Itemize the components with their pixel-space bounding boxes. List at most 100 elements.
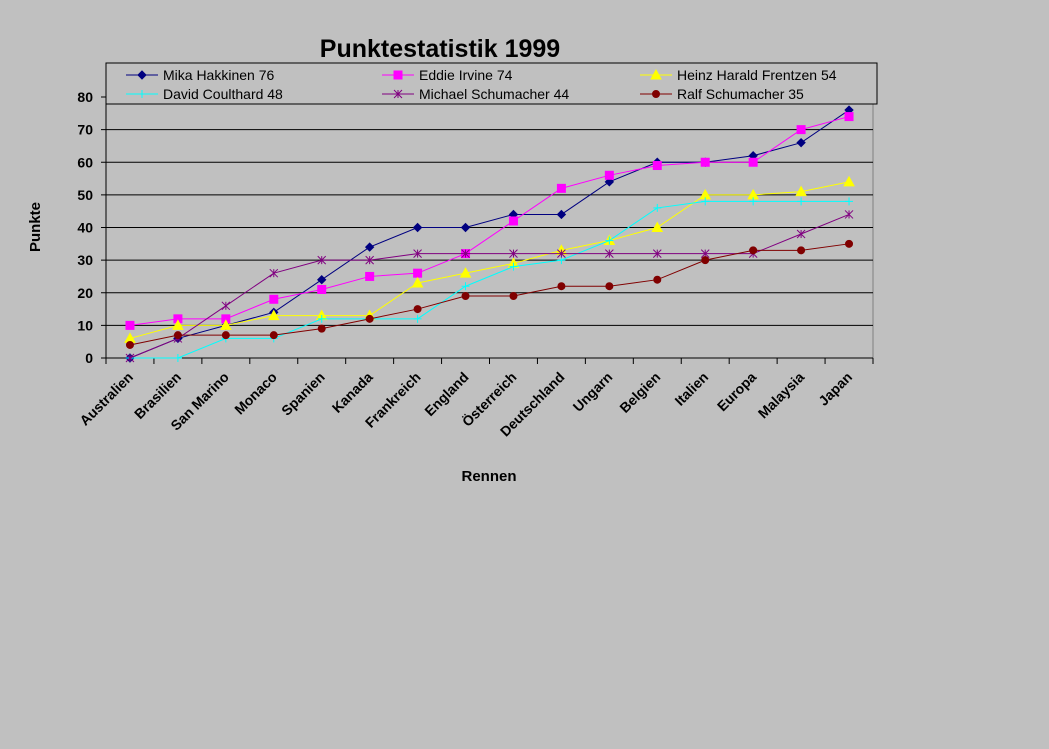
series-line [129, 243, 850, 346]
data-point [125, 340, 134, 349]
y-tick-label: 70 [77, 122, 93, 138]
data-point [125, 353, 135, 363]
data-point [269, 268, 279, 278]
data-point [219, 319, 232, 330]
y-tick-label: 60 [77, 154, 93, 170]
data-point [796, 229, 806, 239]
data-point [700, 157, 710, 167]
data-point [795, 185, 807, 197]
data-point [317, 255, 327, 265]
data-point [749, 246, 758, 255]
x-tick-label: Spanien [278, 369, 328, 419]
data-point [509, 249, 518, 258]
x-tick-label: Europa [714, 369, 760, 415]
data-point [461, 282, 470, 291]
data-point [461, 292, 470, 301]
data-point [653, 275, 662, 284]
data-point [557, 249, 566, 258]
y-tick-label: 0 [85, 350, 93, 366]
legend-label: Eddie Irvine 74 [419, 67, 513, 83]
data-point [365, 314, 374, 323]
legend-item: David Coulthard 48 [126, 86, 283, 102]
y-tick-label: 40 [77, 220, 93, 236]
data-point [172, 319, 184, 330]
legend-item: Mika Hakkinen 76 [126, 67, 274, 83]
y-tick-label: 30 [77, 252, 93, 268]
data-point [173, 331, 182, 340]
data-point [411, 276, 424, 288]
legend-label: David Coulthard 48 [163, 86, 283, 102]
series-line [129, 116, 850, 326]
legend-item: Heinz Harald Frentzen 54 [640, 67, 837, 83]
data-point [365, 271, 375, 281]
data-point [221, 301, 231, 311]
series-6 [125, 239, 854, 349]
data-point [604, 177, 615, 187]
data-point [364, 242, 375, 252]
data-point [267, 309, 280, 321]
legend-box [105, 62, 878, 105]
x-tick-label: Japan [815, 369, 855, 409]
data-point [652, 161, 662, 171]
data-point [749, 197, 758, 206]
data-point [412, 222, 423, 233]
data-point [843, 175, 855, 187]
series-line [129, 181, 850, 339]
data-point [652, 90, 660, 98]
x-tick-label: Monaco [231, 369, 280, 418]
y-tick-label: 80 [77, 89, 93, 105]
data-point [125, 320, 135, 330]
data-point [605, 282, 614, 291]
series-3 [124, 175, 855, 343]
data-point [365, 255, 375, 265]
legend-item: Eddie Irvine 74 [382, 67, 513, 83]
data-point [269, 294, 279, 304]
data-point [797, 197, 806, 206]
data-point [509, 262, 518, 271]
data-point [844, 112, 854, 122]
x-tick-label: Italien [671, 369, 711, 409]
data-point [701, 256, 710, 265]
data-point [604, 170, 614, 180]
legend-item: Michael Schumacher 44 [382, 86, 569, 102]
y-tick-label: 10 [77, 317, 93, 333]
data-point [652, 249, 662, 258]
y-tick-label: 20 [77, 285, 93, 301]
data-point [269, 331, 278, 340]
data-point [797, 246, 806, 255]
data-point [317, 314, 326, 323]
legend-label: Heinz Harald Frentzen 54 [677, 67, 837, 83]
data-point [653, 203, 662, 212]
x-axis-label: Rennen [461, 468, 516, 485]
data-point [173, 354, 182, 362]
legend-label: Mika Hakkinen 76 [163, 67, 274, 83]
legend: Mika Hakkinen 76 Eddie Irvine 74 Heinz Har… [126, 67, 837, 102]
data-point [701, 197, 710, 206]
data-point [651, 221, 664, 232]
data-point [650, 68, 662, 80]
data-point [413, 268, 423, 278]
data-point [460, 222, 471, 233]
data-point [748, 157, 758, 167]
data-point [461, 249, 470, 258]
data-point [137, 70, 147, 80]
x-tick-label: Malaysia [755, 369, 808, 422]
data-point [413, 249, 422, 258]
series-lines [124, 105, 855, 363]
x-tick-label: Australien [76, 369, 136, 429]
legend-label: Michael Schumacher 44 [419, 86, 569, 102]
data-point [317, 274, 327, 285]
data-point [413, 314, 422, 323]
x-tick-label: Kanada [329, 369, 376, 416]
data-point [604, 249, 614, 258]
legend-label: Ralf Schumacher 35 [677, 86, 804, 102]
data-point [413, 305, 422, 314]
data-point [317, 284, 327, 294]
data-point [844, 210, 854, 219]
data-point [796, 125, 806, 135]
series-line [129, 109, 850, 359]
x-tick-label: Ungarn [570, 369, 616, 415]
data-point [459, 267, 472, 278]
series-line [129, 213, 850, 359]
